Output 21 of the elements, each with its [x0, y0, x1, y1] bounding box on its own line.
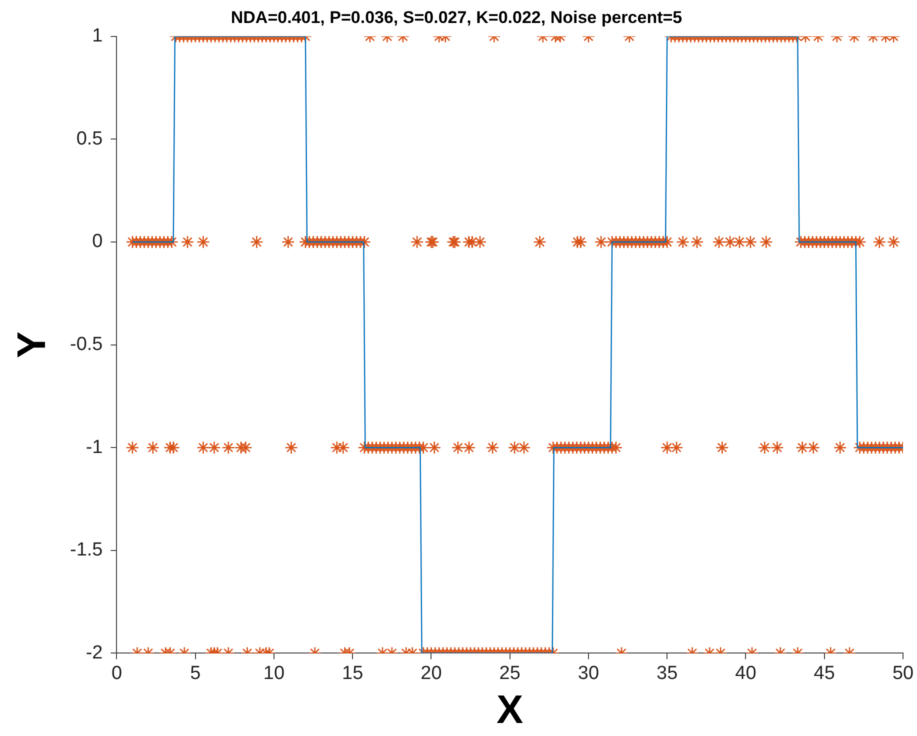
x-tick-label: 15 [342, 662, 364, 684]
y-tick-label: 0.5 [76, 128, 103, 150]
x-tick-label: 30 [578, 662, 600, 684]
x-tick-label: 0 [111, 662, 122, 684]
y-axis-title: Y [10, 331, 54, 358]
x-tick-label: 45 [814, 662, 835, 684]
x-axis-title: X [496, 688, 524, 732]
y-tick-label: -2 [86, 642, 103, 664]
chart-title: NDA=0.401, P=0.036, S=0.027, K=0.022, Noise percent=5 [230, 8, 682, 27]
y-tick-label: -0.5 [70, 334, 103, 356]
x-tick-label: 10 [263, 662, 285, 684]
x-tick-label: 35 [656, 662, 678, 684]
x-tick-label: 25 [499, 662, 520, 684]
y-tick-label: -1 [86, 436, 103, 458]
x-tick-label: 5 [190, 662, 201, 684]
y-tick-label: 0 [92, 231, 103, 252]
x-tick-label: 20 [420, 662, 442, 684]
x-tick-label: 50 [892, 662, 914, 684]
x-tick-label: 40 [735, 662, 756, 684]
y-tick-label: -1.5 [70, 540, 103, 561]
y-tick-label: 1 [92, 26, 103, 47]
